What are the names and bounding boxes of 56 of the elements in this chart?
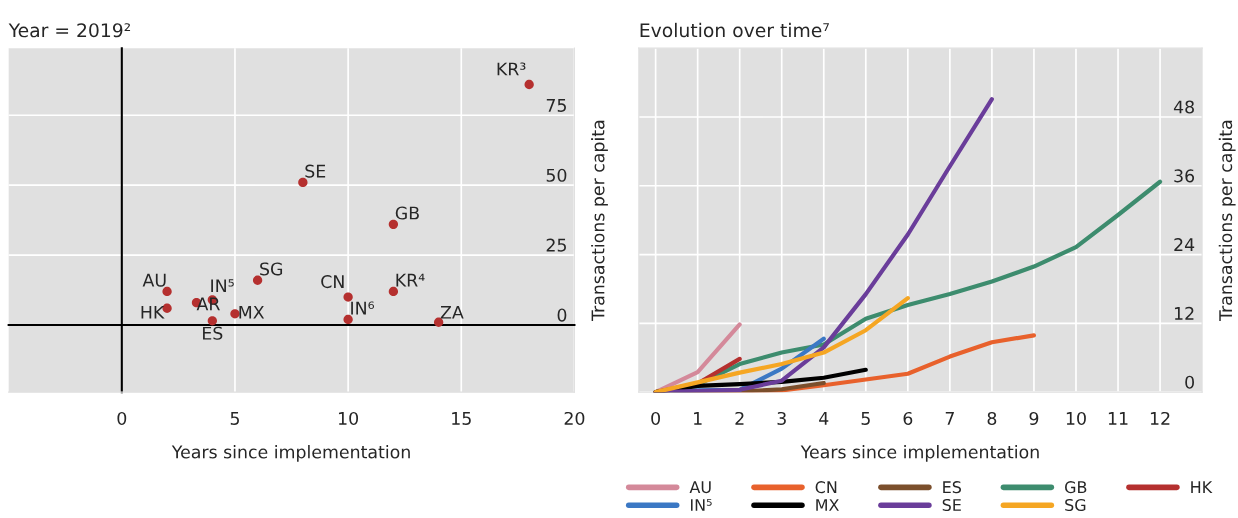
x-tick-label: 5 [861, 412, 870, 426]
legend-label: MX [816, 499, 839, 511]
x-axis-title: Years since implementation [171, 445, 410, 462]
x-axis-title: Years since implementation [800, 445, 1039, 462]
x-tick-label: 11 [1108, 412, 1128, 425]
annotation: IN⁶ [351, 301, 375, 315]
x-tick-label: 3 [777, 411, 786, 426]
y-tick-label: 48 [1173, 100, 1194, 114]
x-tick-label: 5 [230, 412, 239, 426]
x-tick-label: 9 [1029, 411, 1039, 426]
annotation: HK [141, 305, 165, 319]
y-axis-title: Transactions per capita [591, 120, 608, 322]
x-tick-label: 7 [945, 412, 954, 425]
legend-label: GB [1065, 481, 1087, 494]
annotation: MX [239, 305, 265, 319]
x-tick-label: 12 [1150, 411, 1170, 425]
annotation: CN [321, 275, 344, 289]
y-tick-label: 75 [546, 99, 566, 112]
x-tick-label: 6 [903, 411, 913, 426]
x-tick-label: 2 [735, 411, 744, 425]
annotation: ES [203, 326, 223, 340]
y-tick-label: 25 [546, 238, 566, 252]
y-tick-label: 12 [1174, 306, 1194, 320]
x-tick-label: 10 [338, 411, 359, 426]
x-tick-label: 0 [651, 411, 660, 426]
legend-label: SE [942, 498, 961, 512]
legend-label: SG [1065, 498, 1086, 512]
y-tick-label: 0 [1185, 375, 1194, 389]
annotation: AU [142, 273, 166, 287]
annotation: SG [260, 262, 283, 276]
y-axis-title: Transactions per capita [1218, 120, 1236, 322]
annotation: GB [395, 206, 419, 220]
x-tick-label: 15 [452, 412, 471, 426]
x-tick-label: 0 [117, 411, 127, 426]
legend-label: AU [689, 481, 711, 494]
y-tick-label: 24 [1174, 238, 1195, 251]
y-tick-label: 36 [1174, 169, 1195, 183]
chart-title: Evolution over time⁷ [640, 22, 829, 38]
y-tick-label: 0 [557, 308, 567, 322]
annotation: ZA [440, 305, 464, 319]
annotation: IN⁵ [211, 279, 234, 293]
x-tick-label: 1 [694, 412, 702, 425]
legend-label: ES [943, 481, 962, 494]
legend-label: HK [1191, 481, 1213, 493]
x-tick-label: 4 [819, 412, 829, 425]
legend-label: CN [815, 481, 837, 494]
annotation: AR [196, 297, 220, 311]
annotation: KR³ [497, 62, 526, 76]
x-tick-label: 8 [987, 411, 997, 426]
annotation: SE [305, 164, 326, 178]
x-tick-label: 20 [564, 411, 585, 426]
legend-label: IN⁵ [691, 499, 712, 511]
x-tick-label: 10 [1066, 411, 1086, 426]
y-tick-label: 50 [546, 168, 567, 182]
chart-title: Year = 2019² [8, 23, 131, 38]
annotation: KR⁴ [396, 273, 425, 287]
